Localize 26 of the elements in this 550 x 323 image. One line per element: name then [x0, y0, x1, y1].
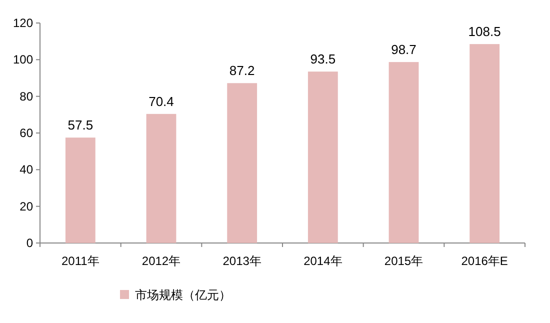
data-label: 70.4: [148, 94, 174, 109]
y-tick-label: 0: [26, 236, 34, 250]
x-tick-label: 2012年: [142, 254, 181, 268]
bar: [308, 72, 338, 243]
data-label: 87.2: [229, 63, 255, 78]
bar: [388, 62, 419, 243]
data-label: 93.5: [310, 52, 336, 67]
x-tick-label: 2013年: [222, 254, 262, 268]
data-label: 108.5: [468, 24, 501, 40]
data-label: 98.7: [391, 42, 416, 58]
y-tick-label: 60: [20, 126, 34, 140]
bar: [146, 114, 176, 243]
data-label: 57.5: [68, 118, 94, 133]
y-tick-label: 100: [12, 52, 34, 67]
bar: [65, 138, 96, 243]
x-tick-label: 2015年: [384, 254, 424, 268]
bar: [227, 83, 258, 243]
x-tick-label: 2014年: [304, 254, 342, 268]
x-tick-label: 2016年E: [461, 254, 508, 268]
y-tick-label: 20: [20, 199, 34, 214]
y-tick-label: 40: [20, 162, 34, 177]
bar: [470, 44, 500, 243]
y-tick-label: 120: [12, 16, 34, 30]
x-tick-label: 2011年: [62, 254, 100, 268]
legend-label: 市场规模（亿元）: [135, 288, 231, 302]
y-tick-label: 80: [20, 89, 34, 104]
